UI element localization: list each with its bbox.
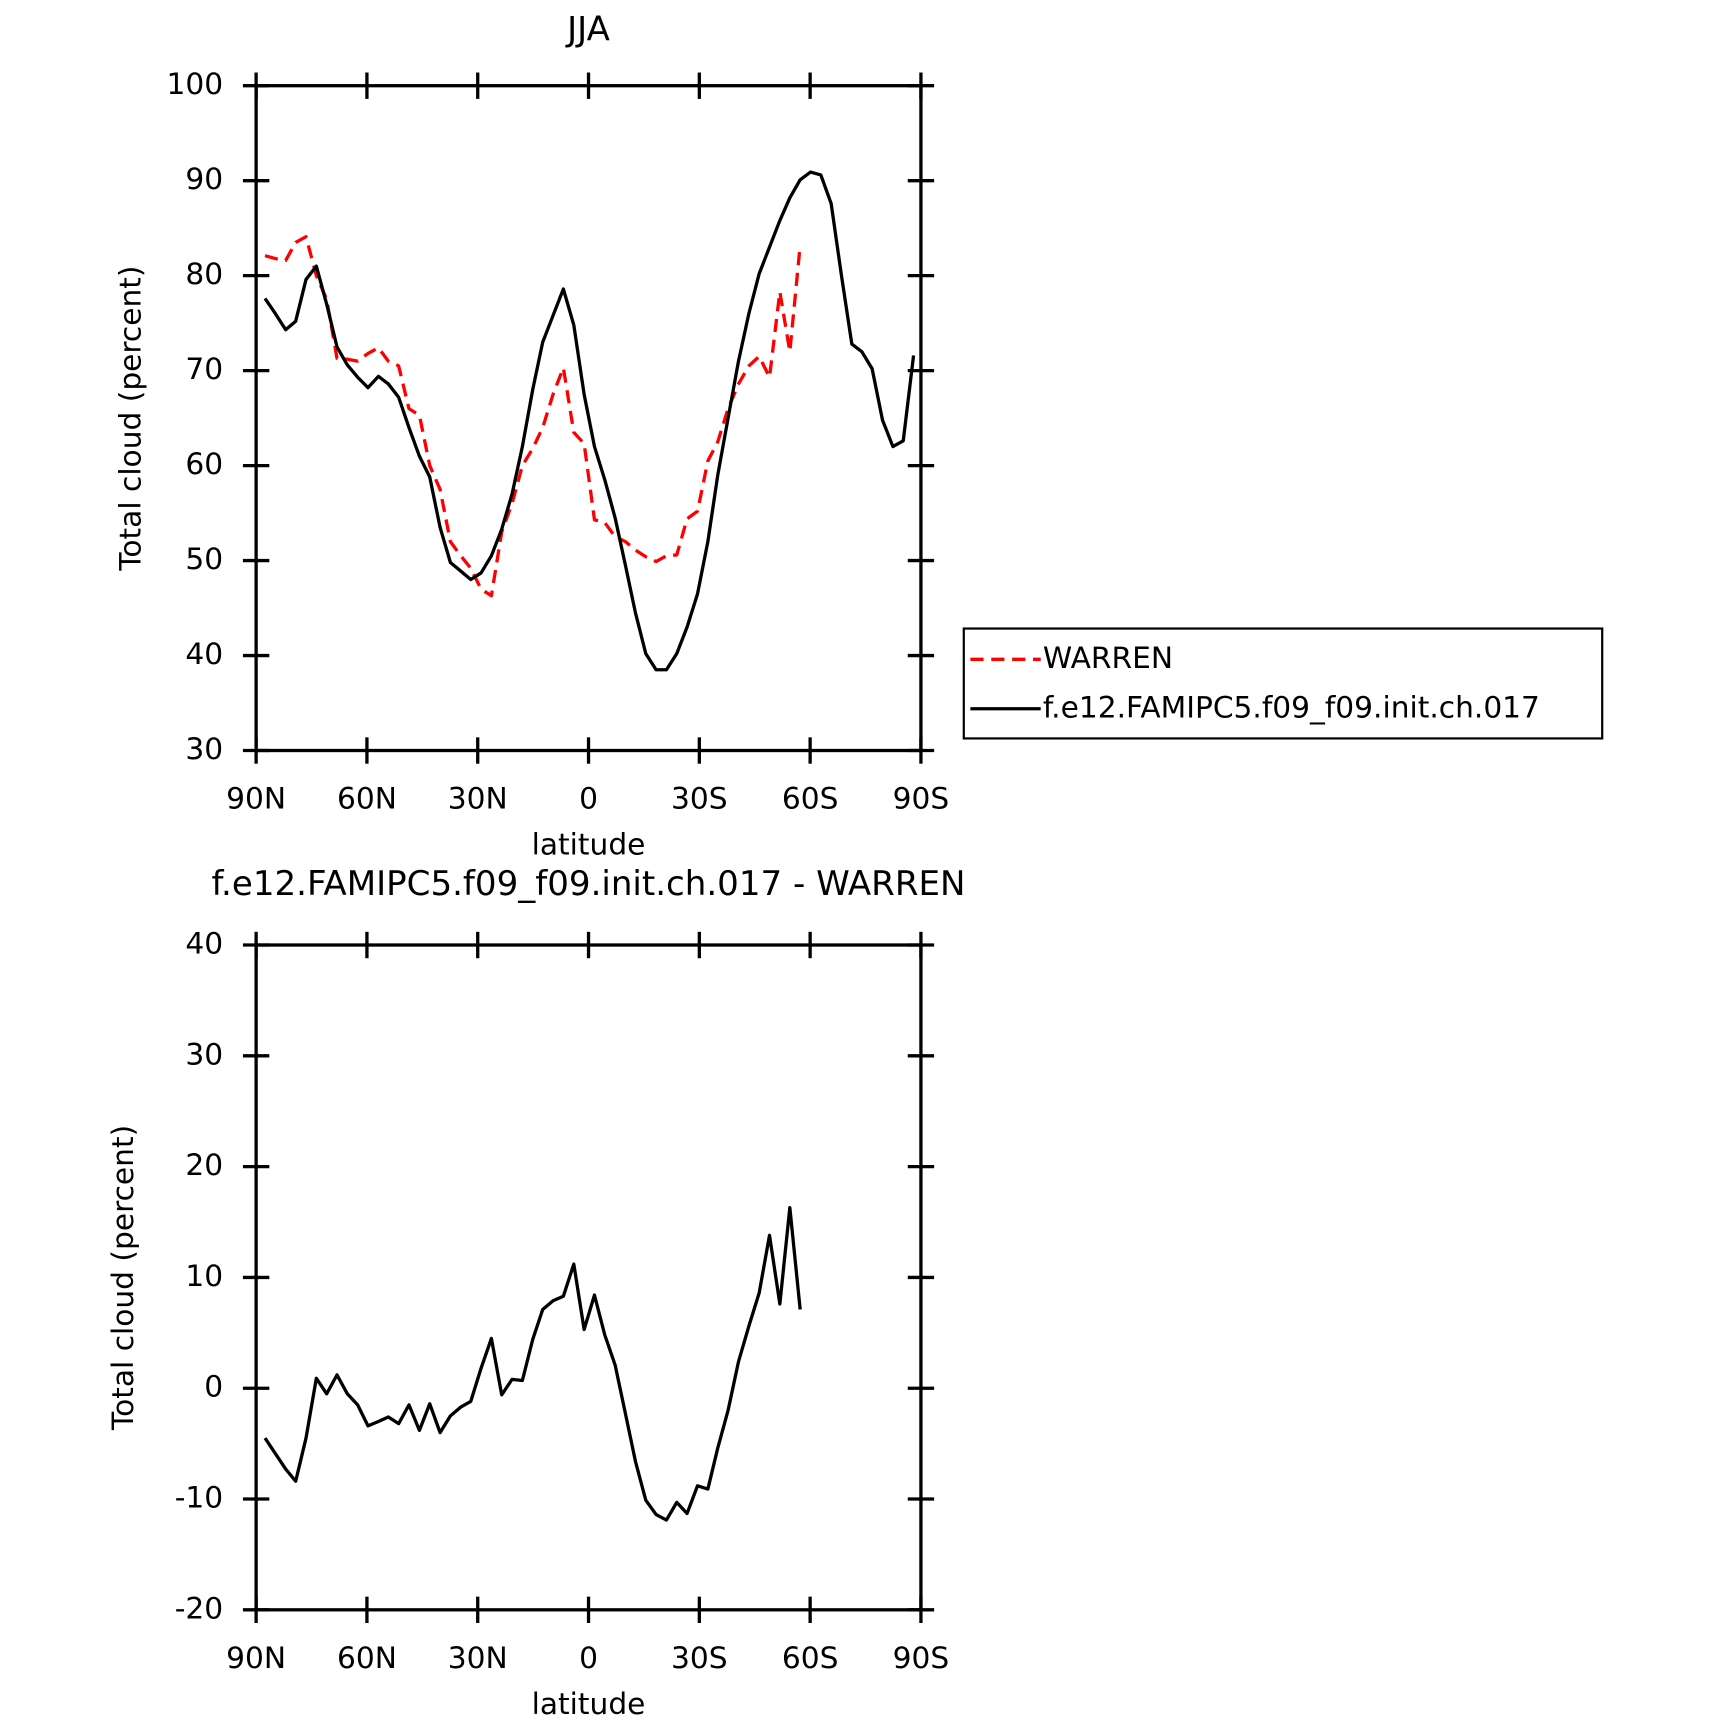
legend: WARREN f.e12.FAMIPC5.f09_f09.init.ch.017	[962, 627, 1604, 740]
legend-label: WARREN	[1043, 640, 1173, 675]
x-tick-label: 30N	[448, 1640, 508, 1675]
y-tick-label: 20	[185, 1147, 223, 1182]
plot-frame	[254, 943, 923, 1612]
x-tick-label: 30S	[671, 780, 728, 815]
y-axis-label: Total cloud (percent)	[112, 266, 147, 572]
data-line	[263, 170, 916, 672]
x-tick-label: 90S	[893, 1640, 950, 1675]
x-tick-label: 60S	[782, 1640, 839, 1675]
y-tick-label: 10	[185, 1258, 223, 1293]
x-tick-label: 30N	[448, 780, 508, 815]
legend-box	[962, 627, 1604, 740]
data-line	[263, 1205, 802, 1522]
x-tick-label: 0	[579, 780, 598, 815]
y-tick-label: 30	[185, 1036, 223, 1071]
y-tick-label: 40	[185, 926, 223, 961]
x-tick-label: 30S	[671, 1640, 728, 1675]
x-tick-label: 60N	[337, 1640, 397, 1675]
x-tick-label: 90N	[226, 780, 286, 815]
x-tick-label: 60N	[337, 780, 397, 815]
chart-title: f.e12.FAMIPC5.f09_f09.init.ch.017 - WARR…	[212, 864, 966, 904]
x-axis-label: latitude	[532, 827, 646, 862]
plot-frame	[254, 84, 923, 753]
data-line	[264, 235, 802, 598]
y-tick-label: 80	[185, 256, 223, 291]
y-tick-label: 90	[185, 161, 223, 196]
y-tick-label: 30	[185, 731, 223, 766]
x-tick-label: 0	[579, 1640, 598, 1675]
x-tick-label: 60S	[782, 780, 839, 815]
x-tick-label: 90N	[226, 1640, 286, 1675]
x-axis-label: latitude	[532, 1686, 646, 1721]
x-tick-label: 90S	[893, 780, 950, 815]
chart-title: JJA	[565, 9, 610, 49]
y-tick-label: 100	[167, 66, 224, 101]
y-axis-label: Total cloud (percent)	[105, 1125, 140, 1431]
legend-label: f.e12.FAMIPC5.f09_f09.init.ch.017	[1043, 689, 1540, 724]
y-tick-label: 70	[185, 351, 223, 386]
y-tick-label: -10	[175, 1480, 223, 1515]
y-tick-label: 0	[204, 1369, 223, 1404]
y-tick-label: 50	[185, 541, 223, 576]
y-tick-label: -20	[175, 1590, 223, 1625]
y-tick-label: 40	[185, 636, 223, 671]
y-tick-label: 60	[185, 446, 223, 481]
